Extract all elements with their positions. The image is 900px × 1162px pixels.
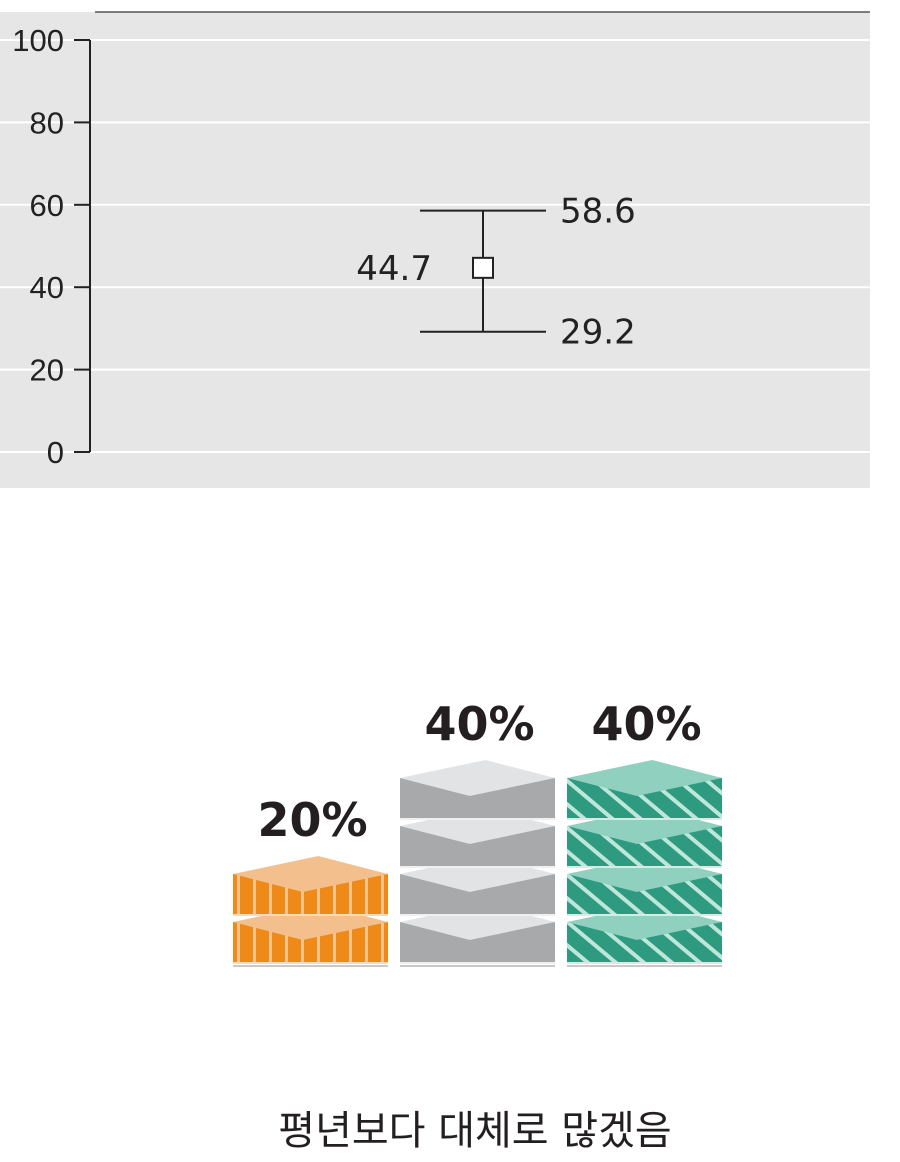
y-tick-label: 0 (47, 435, 64, 470)
layer-edge (567, 818, 722, 820)
y-tick-label: 40 (30, 270, 64, 305)
stack-3: 40% (567, 697, 722, 967)
layer-edge (567, 866, 722, 868)
layer-edge (233, 914, 388, 916)
y-tick-label: 80 (30, 105, 64, 140)
error-bar-chart: 0 20 40 60 80 100 58.6 29.2 44.7 (0, 11, 870, 488)
layer-top (233, 856, 388, 892)
mean-value-label: 44.7 (356, 249, 432, 289)
y-tick-label: 20 (30, 353, 64, 388)
layer-top (400, 760, 555, 796)
y-tick-label: 100 (12, 23, 64, 58)
forecast-caption: 평년보다 대체로 많겠음 (278, 1108, 672, 1154)
stack-percent-label: 20% (257, 793, 367, 847)
layer-edge (233, 962, 388, 964)
stack-1: 20% (233, 793, 388, 967)
layer-edge (400, 866, 555, 868)
mean-marker (472, 256, 494, 279)
stack-2: 40% (400, 697, 555, 967)
lower-value-label: 29.2 (560, 313, 636, 353)
stack-percent-label: 40% (591, 697, 701, 751)
layer-edge (567, 962, 722, 964)
layer-top (567, 760, 722, 796)
layer-edge (567, 914, 722, 916)
upper-value-label: 58.6 (560, 192, 636, 232)
layer-edge (400, 914, 555, 916)
probability-stacks: 20% 40% 40% (233, 697, 722, 967)
y-tick-label: 60 (30, 188, 64, 223)
layer-edge (400, 962, 555, 964)
layer-edge (400, 818, 555, 820)
plot-background (0, 12, 870, 488)
stack-percent-label: 40% (424, 697, 534, 751)
